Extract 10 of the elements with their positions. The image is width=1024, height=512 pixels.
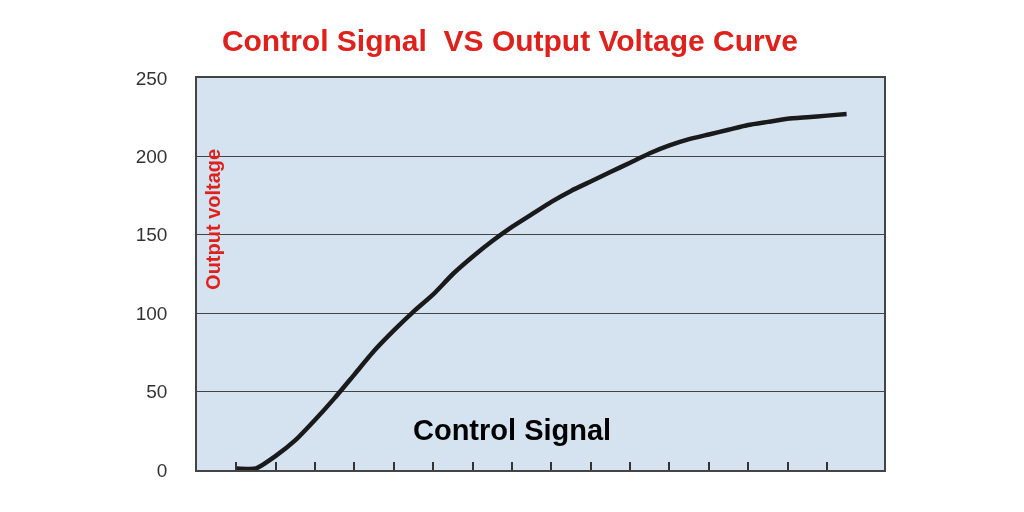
x-axis-title: Control Signal	[413, 414, 612, 446]
y-tick-label: 250	[135, 67, 168, 89]
y-axis-title: Output voltage	[202, 148, 225, 290]
line-series	[234, 111, 849, 470]
y-tick-label: 150	[135, 224, 168, 246]
y-tick-label: 50	[146, 381, 168, 403]
y-tick-label: 100	[135, 302, 168, 324]
y-tick-label: 200	[135, 146, 168, 168]
y-tick-label: 0	[156, 459, 168, 481]
chart-title: Control Signal VS Output Voltage Curve	[221, 23, 799, 57]
